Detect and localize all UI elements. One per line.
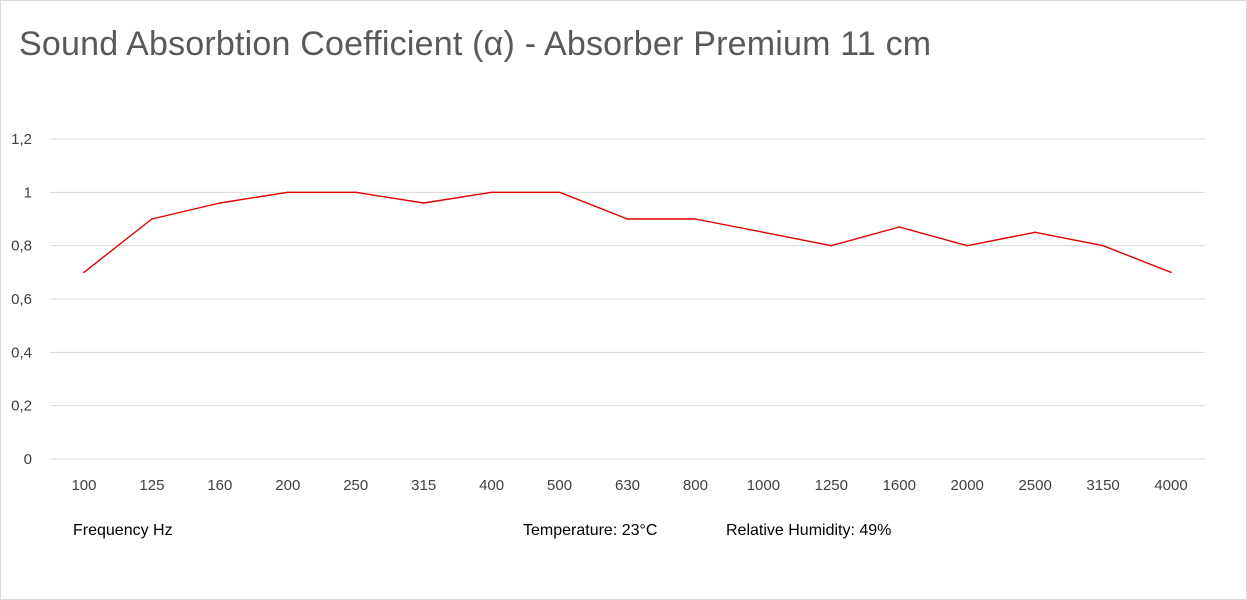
chart-title: Sound Absorbtion Coefficient (α) - Absor… <box>19 25 932 63</box>
data-point <box>762 231 765 234</box>
x-tick-label: 125 <box>139 477 164 494</box>
x-tick-label: 1250 <box>815 477 848 494</box>
y-tick-label: 0,6 <box>11 291 32 308</box>
y-tick-label: 0 <box>24 451 32 468</box>
data-point <box>898 226 901 228</box>
x-tick-label: 160 <box>207 477 232 494</box>
data-point <box>966 244 969 247</box>
gridlines <box>50 138 1205 460</box>
x-tick-labels: 100 125 160 200 250 315 400 500 630 800 1000 1250 16… <box>71 477 1187 494</box>
x-tick-label: 630 <box>615 477 640 494</box>
data-point <box>1034 231 1036 234</box>
data-point <box>83 271 85 274</box>
y-tick-label: 1 <box>24 184 32 201</box>
x-tick-label: 400 <box>479 477 504 494</box>
x-tick-label: 2000 <box>951 477 984 494</box>
data-point <box>626 218 629 220</box>
y-tick-label: 0,4 <box>11 344 32 361</box>
x-tick-label: 315 <box>411 477 436 494</box>
data-point <box>490 191 493 194</box>
y-tick-labels: 0 0,2 0,4 0,6 0,8 1 1,2 <box>11 131 32 468</box>
x-tick-label: 500 <box>547 477 572 494</box>
data-point <box>1102 244 1104 247</box>
y-tick-label: 1,2 <box>11 131 32 148</box>
data-point <box>151 218 153 220</box>
data-point <box>354 191 357 194</box>
x-tick-label: 1000 <box>747 477 780 494</box>
x-tick-label: 100 <box>71 477 96 494</box>
data-point <box>286 191 289 194</box>
data-point <box>694 218 697 220</box>
data-point <box>1170 271 1172 274</box>
x-tick-label: 250 <box>343 477 368 494</box>
x-tick-label: 1600 <box>883 477 916 494</box>
x-tick-label: 200 <box>275 477 300 494</box>
temperature-annotation: Temperature: 23°C <box>523 522 658 539</box>
x-tick-label: 3150 <box>1086 477 1119 494</box>
humidity-annotation: Relative Humidity: 49% <box>726 522 892 539</box>
y-tick-label: 0,8 <box>11 238 32 255</box>
y-tick-label: 0,2 <box>11 398 32 415</box>
x-tick-label: 4000 <box>1154 477 1187 494</box>
series-line <box>83 191 1172 273</box>
data-point <box>422 202 425 204</box>
x-tick-label: 800 <box>683 477 708 494</box>
series-layer <box>83 191 1172 274</box>
x-axis-label: Frequency Hz <box>73 522 173 539</box>
data-point <box>830 244 833 247</box>
data-point <box>558 191 561 194</box>
x-tick-label: 2500 <box>1018 477 1051 494</box>
data-point <box>219 202 221 204</box>
